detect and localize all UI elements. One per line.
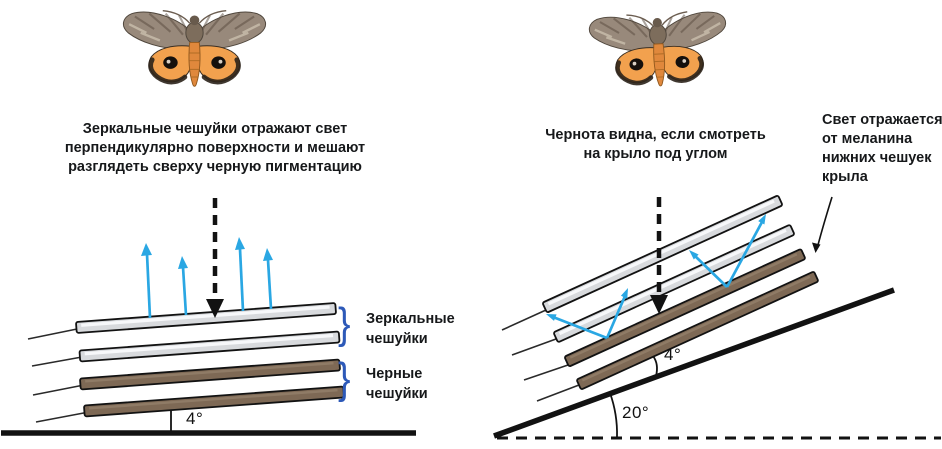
- side-note: Свет отражается от меланина нижних чешуе…: [822, 112, 942, 185]
- black-scale-bar: [79, 358, 341, 391]
- angle-arc: [609, 392, 618, 438]
- brace-black-scales: }: [338, 354, 351, 403]
- mirror-scales-label: Зеркальные чешуйки: [366, 311, 455, 347]
- black-scale-bar: [83, 385, 345, 418]
- right-diagram: [493, 195, 941, 440]
- left-caption: Зеркальные чешуйки отражают свет перпенд…: [64, 121, 366, 175]
- mirror-scale-bar: [542, 195, 783, 313]
- angle-label-right-20: 20°: [622, 403, 650, 422]
- black-scale-bar: [576, 271, 819, 390]
- mirror-scale-bar: [78, 330, 341, 363]
- incident-light-arrow: [206, 198, 224, 318]
- scale-stalks: [27, 328, 90, 423]
- side-note-arrow: [812, 196, 833, 253]
- left-diagram: [1, 198, 416, 436]
- black-scale-bar: [564, 248, 806, 367]
- angle-label-right-4: 4°: [664, 345, 682, 364]
- incident-light-arrow: [650, 197, 668, 314]
- mirror-scale-bar: [75, 302, 337, 334]
- angle-tick: [652, 355, 658, 377]
- black-scales-label: Черные чешуйки: [366, 366, 428, 402]
- reflected-light-arrows: [141, 237, 273, 319]
- tilted-wing-base-line: [493, 287, 895, 439]
- angle-label-left-4: 4°: [186, 409, 204, 428]
- reflected-light-arrows: [546, 214, 766, 340]
- scale-stalks: [501, 309, 580, 402]
- brace-mirror-scales: }: [338, 299, 351, 348]
- moth-top-view: [123, 11, 265, 87]
- mirror-scale-bar: [553, 224, 795, 343]
- moth-angled-view: [589, 10, 729, 90]
- right-caption: Чернота видна, если смотреть на крыло по…: [545, 127, 766, 162]
